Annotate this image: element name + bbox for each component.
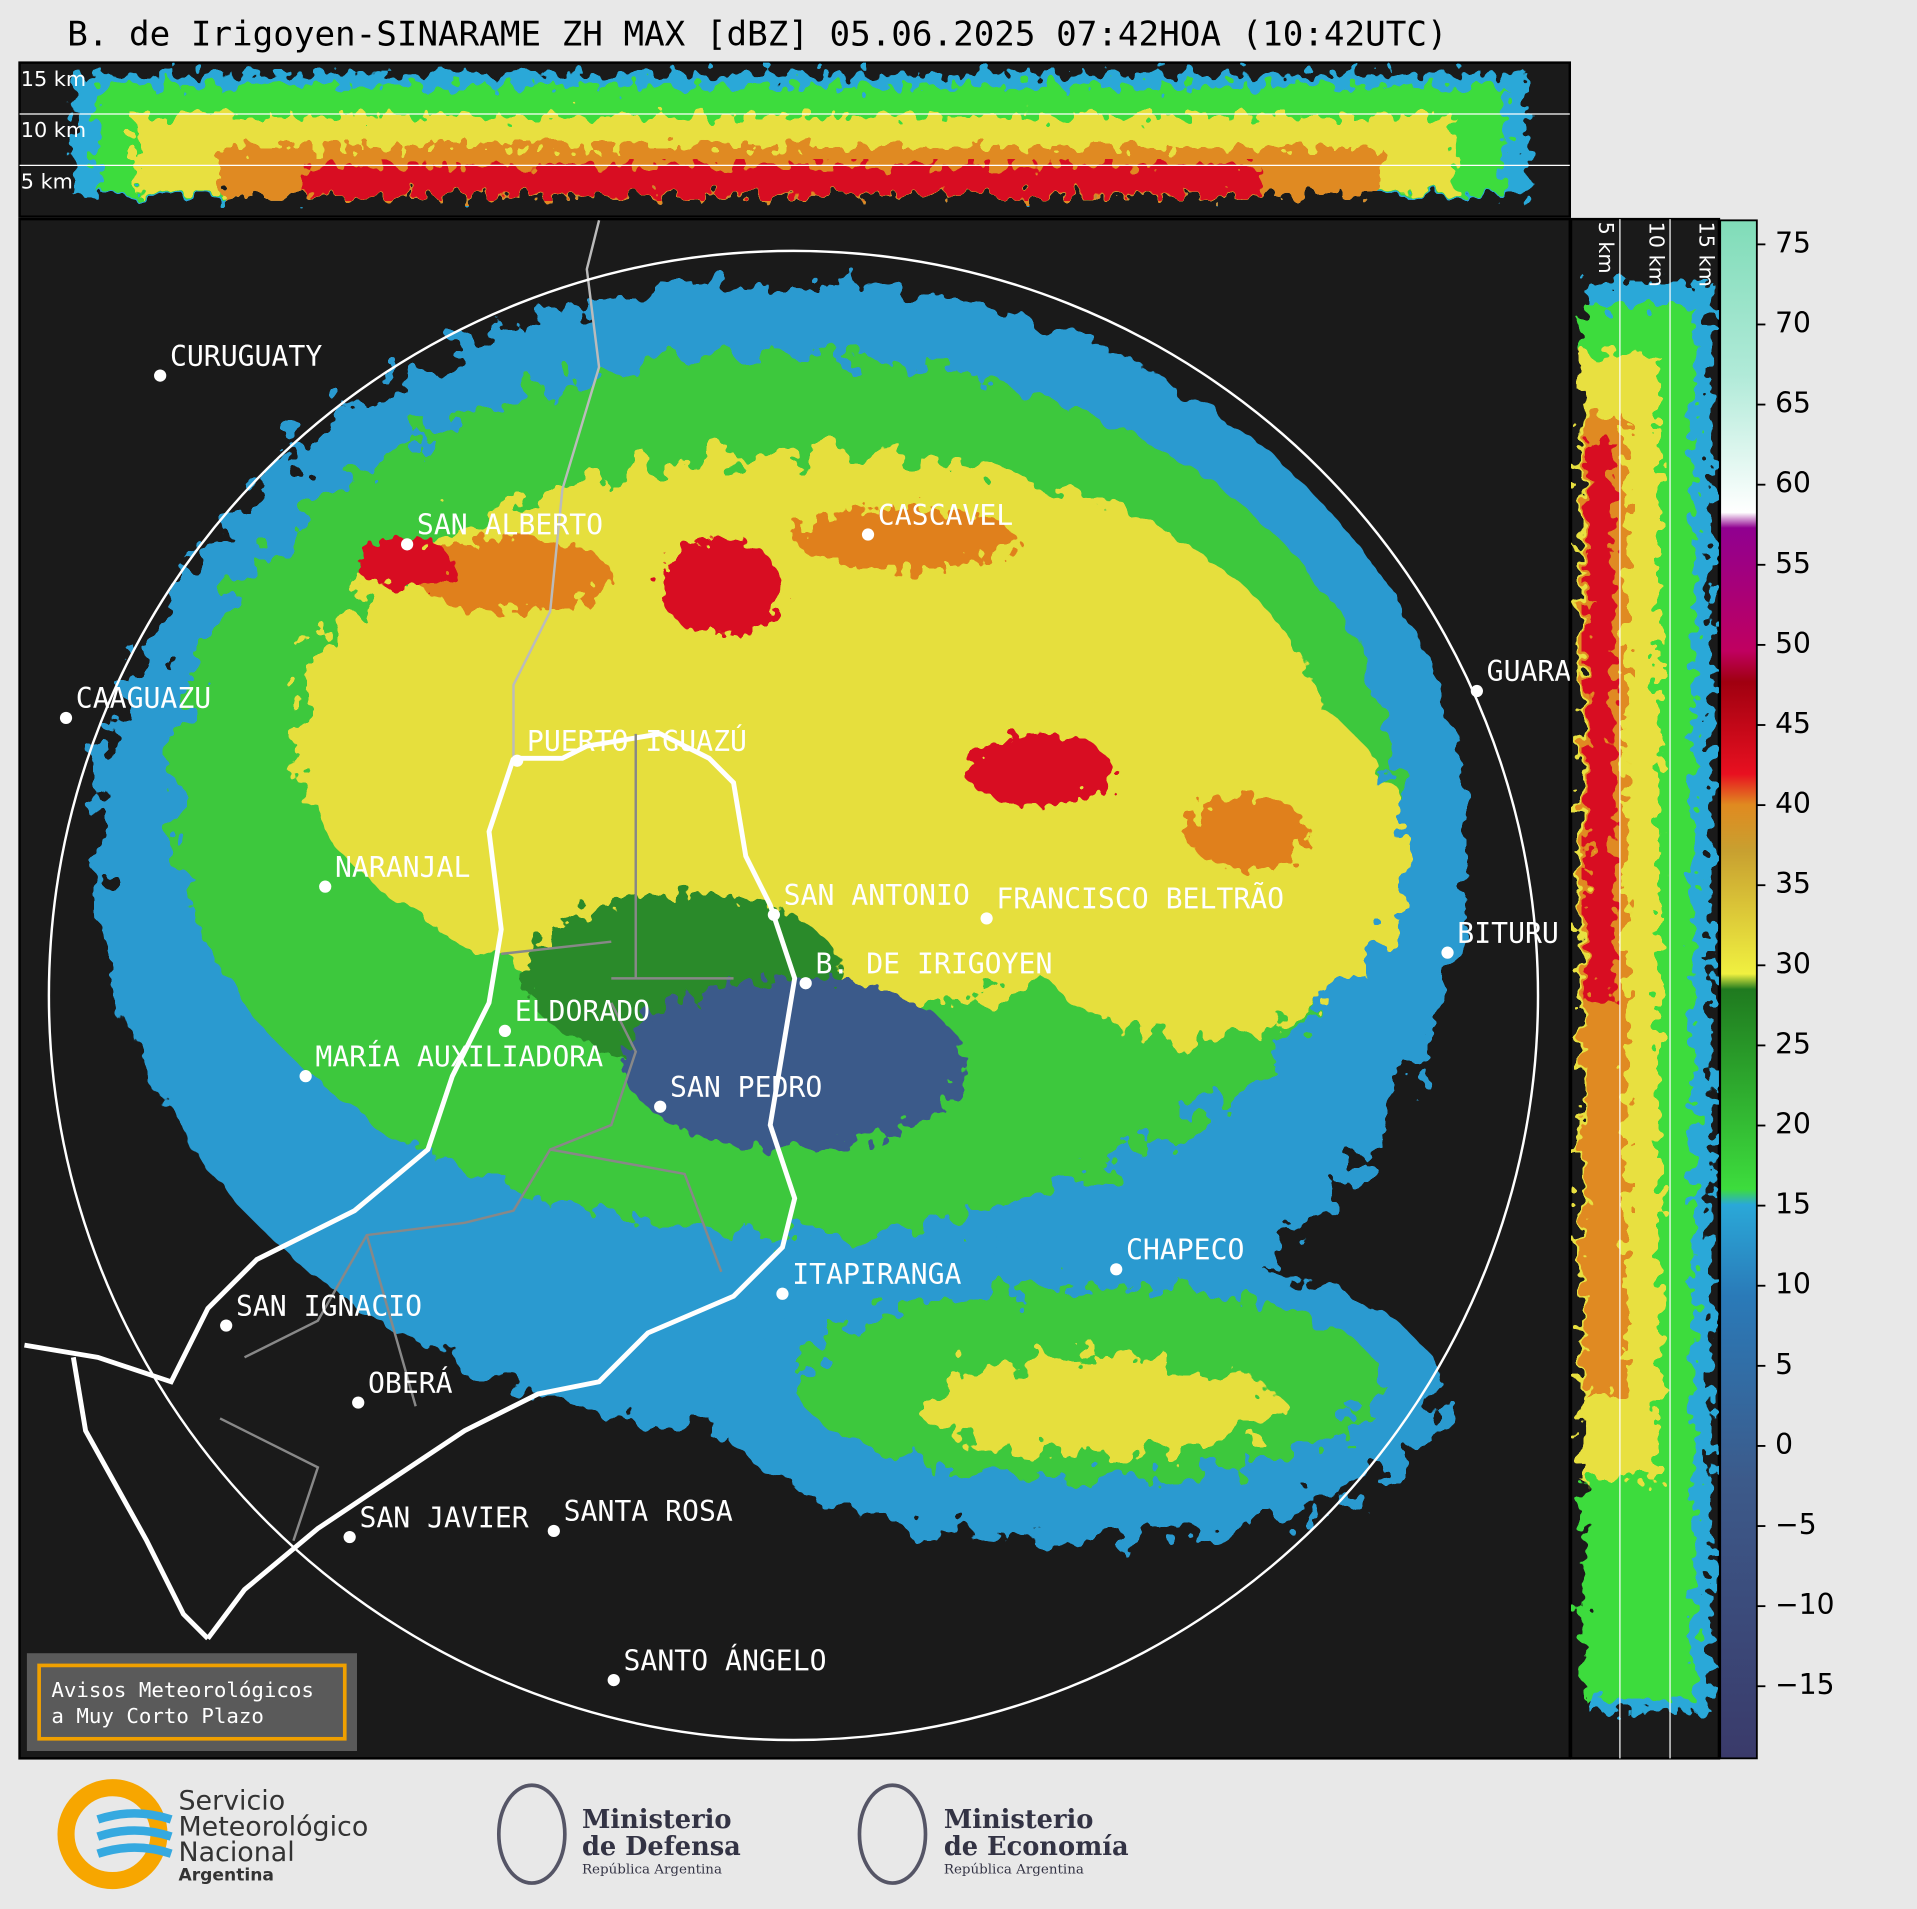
city-dot: [352, 1396, 365, 1409]
colorbar-tick-label: 15: [1775, 1188, 1811, 1221]
colorbar-tick-label: 20: [1775, 1108, 1811, 1141]
range-ring: [47, 249, 1540, 1742]
radar-echo: [97, 281, 1468, 1541]
side-echo: [1579, 281, 1712, 1712]
logo-text: República Argentina: [582, 1862, 722, 1877]
logo-text: de Economía: [944, 1832, 1129, 1862]
colorbar-tick-label: 30: [1775, 947, 1811, 980]
defensa-logo: Ministerio de Defensa República Argentin…: [496, 1783, 741, 1885]
city-label: ELDORADO: [515, 995, 650, 1028]
colorbar-tick-label: 35: [1775, 867, 1811, 900]
logo-text: Argentina: [178, 1866, 273, 1886]
colorbar: [1719, 219, 1758, 1760]
logo-text: Ministerio: [944, 1805, 1094, 1835]
city-dot: [154, 369, 167, 382]
logo-text: República Argentina: [944, 1862, 1084, 1877]
city-dot: [511, 754, 524, 767]
height-label: 5 km: [1594, 222, 1618, 274]
colorbar-tick-label: 60: [1775, 467, 1811, 500]
city-label: B. DE IRIGOYEN: [815, 947, 1052, 980]
city-dot: [343, 1530, 356, 1544]
city-label: OBERÁ: [368, 1366, 453, 1400]
borders: [24, 220, 798, 1641]
city-label: SAN JAVIER: [359, 1501, 528, 1534]
colorbar-tick-label: 40: [1775, 787, 1811, 820]
colorbar-tick-label: 70: [1775, 306, 1811, 339]
city-dot: [776, 1287, 789, 1300]
height-label: 10 km: [1644, 222, 1668, 287]
logo-text: de Defensa: [582, 1832, 741, 1862]
colorbar-tick-label: −5: [1775, 1508, 1816, 1541]
city-label: CHAPECO: [1126, 1234, 1244, 1267]
city-dot: [498, 1024, 512, 1038]
logo-text: Ministerio: [582, 1805, 732, 1835]
city-label: SAN ANTONIO: [784, 879, 970, 912]
city-label: SAN PEDRO: [670, 1071, 822, 1104]
city-label: CAAGUAZU: [76, 682, 211, 715]
height-label: 10 km: [21, 118, 86, 142]
city-dot: [1470, 684, 1483, 698]
city-label: ITAPIRANGA: [792, 1258, 961, 1291]
logo-text: Servicio: [178, 1786, 285, 1817]
colorbar-tick-label: −10: [1775, 1588, 1834, 1621]
height-label: 5 km: [21, 170, 73, 194]
city-dot: [1110, 1263, 1123, 1276]
city-label: MARÍA AUXILIADORA: [315, 1039, 603, 1073]
logo-text: Meteorológico: [178, 1811, 368, 1842]
city-dot: [767, 908, 781, 921]
title: B. de Irigoyen-SINARAME ZH MAX [dBZ] 05.…: [67, 15, 1447, 55]
colorbar-tick-label: 55: [1775, 547, 1811, 580]
economia-logo: Ministerio de Economía República Argenti…: [857, 1783, 1129, 1885]
top-echo: [73, 73, 1529, 196]
city-dot: [799, 977, 812, 990]
city-dot: [319, 880, 332, 893]
city-dot: [1441, 946, 1454, 959]
height-label: 15 km: [21, 67, 86, 91]
city-label: BITURU: [1457, 917, 1559, 950]
notice-text: Avisos Meteorológicos: [51, 1678, 314, 1702]
city-dot: [220, 1319, 233, 1332]
colorbar-tick-label: 5: [1775, 1348, 1793, 1381]
city-label: GUARA: [1487, 655, 1572, 688]
city-dot: [654, 1100, 667, 1113]
notice-text: a Muy Corto Plazo: [51, 1704, 264, 1728]
city-dot: [547, 1524, 560, 1538]
city-dot: [861, 528, 875, 541]
city-dot: [299, 1070, 312, 1083]
smn-logo: Servicio Meteorológico Nacional Argentin…: [57, 1779, 368, 1890]
colorbar-ticks: −15 −10 −5 0 5 10 15 20 25 30 35 40 45 50 55 60 65 70 75: [1756, 226, 1835, 1701]
cities: CURUGUATY SAN ALBERTO CASCAVEL CAAGUAZU GUAR…: [59, 340, 1572, 1687]
city-dot: [401, 538, 414, 551]
colorbar-tick-label: 65: [1775, 387, 1811, 420]
city-dot: [980, 912, 993, 925]
city-dot: [607, 1673, 620, 1687]
logo-text: Nacional: [178, 1837, 294, 1868]
city-dot: [59, 711, 73, 725]
height-label: 15 km: [1694, 222, 1718, 287]
city-label: SANTO ÁNGELO: [624, 1643, 827, 1677]
city-label: SANTA ROSA: [564, 1495, 733, 1528]
colorbar-tick-label: 75: [1775, 226, 1811, 259]
colorbar-tick-label: 50: [1775, 627, 1811, 660]
city-label: CASCAVEL: [878, 499, 1013, 532]
city-label: SAN IGNACIO: [236, 1290, 422, 1323]
city-label: SAN ALBERTO: [417, 509, 603, 542]
notice-border: [37, 1663, 347, 1741]
colorbar-tick-label: 10: [1775, 1268, 1811, 1301]
colorbar-tick-label: 45: [1775, 707, 1811, 740]
city-label: FRANCISCO BELTRÃO: [996, 883, 1284, 916]
notice-box[interactable]: [26, 1653, 357, 1752]
city-label: NARANJAL: [335, 851, 470, 884]
city-label: CURUGUATY: [170, 340, 322, 373]
city-label: PUERTO IGUAZÚ: [527, 724, 747, 758]
colorbar-tick-label: 25: [1775, 1027, 1811, 1060]
colorbar-tick-label: 0: [1775, 1428, 1793, 1461]
colorbar-tick-label: −15: [1775, 1668, 1834, 1701]
